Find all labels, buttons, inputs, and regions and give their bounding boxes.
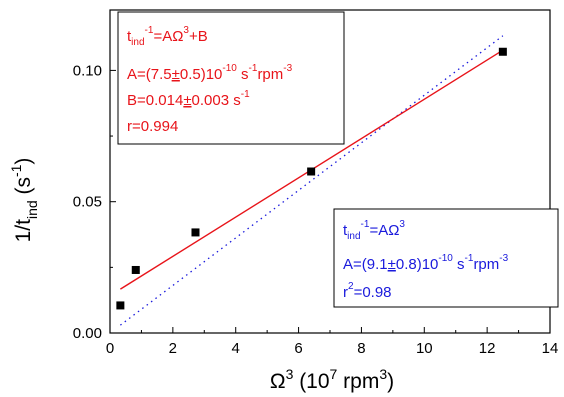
linear-fit-legend-box	[117, 11, 345, 145]
x-tick-label: 12	[479, 340, 496, 357]
proportional-fit-r-squared: r2=0.98	[343, 281, 392, 301]
y-tick-label: 0.05	[73, 194, 102, 211]
proportional-fit-equation: tind-1=AΩ3	[343, 219, 405, 242]
x-tick-label: 4	[232, 340, 240, 357]
linear-fit-equation: tind-1=AΩ3+B	[127, 25, 208, 48]
x-tick-label: 8	[357, 340, 365, 357]
proportional-fit-slope: A=(9.1±0.8)10-10 s-1rpm-3	[343, 253, 509, 273]
data-point	[307, 167, 316, 176]
x-tick-label: 10	[416, 340, 433, 357]
y-tick-label: 0.00	[73, 325, 102, 342]
x-axis-ticks: 0 2 4 6 8 10 12 14	[106, 327, 559, 357]
y-axis-title: 1/tind (s-1)	[8, 158, 40, 243]
data-point	[191, 228, 200, 237]
data-point	[116, 301, 125, 310]
linear-fit-correlation: r=0.994	[127, 118, 178, 135]
y-axis-ticks: 0.00 0.05 0.10	[73, 62, 116, 342]
x-axis-title: Ω3 (107 rpm3)	[270, 366, 394, 393]
linear-fit-legend: tind-1=AΩ3+B A=(7.5±0.5)10-10 s-1rpm-3 B…	[117, 11, 345, 145]
y-tick-label: 0.10	[73, 62, 102, 79]
x-tick-label: 14	[542, 340, 559, 357]
proportional-fit-legend: tind-1=AΩ3 A=(9.1±0.8)10-10 s-1rpm-3 r2=…	[333, 208, 559, 308]
x-tick-label: 2	[169, 340, 177, 357]
data-point	[498, 47, 507, 56]
linear-fit-slope: A=(7.5±0.5)10-10 s-1rpm-3	[127, 63, 293, 83]
proportional-fit-legend-box	[333, 208, 559, 308]
x-tick-label: 0	[106, 340, 114, 357]
data-series	[116, 35, 507, 326]
x-tick-label: 6	[294, 340, 302, 357]
data-point	[131, 265, 140, 274]
linear-fit-intercept: B=0.014±0.003 s-1	[127, 89, 250, 109]
